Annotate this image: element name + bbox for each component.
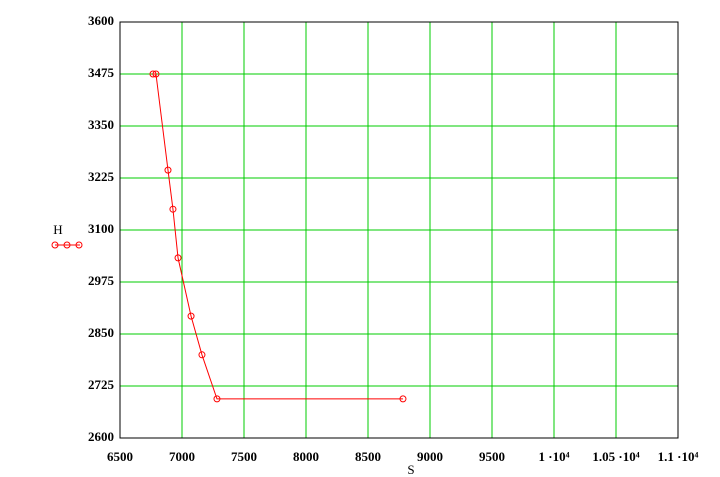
point <box>149 70 157 78</box>
x-tick-label: 8500 <box>355 449 381 464</box>
x-tick-label: 7500 <box>231 449 257 464</box>
y-tick-label: 2725 <box>88 377 115 392</box>
legend-marker <box>75 241 83 249</box>
point <box>198 351 206 359</box>
x-tick-label: 9000 <box>417 449 443 464</box>
point <box>187 312 195 320</box>
x-axis-label: S <box>407 462 414 477</box>
y-tick-label: 3600 <box>88 13 114 28</box>
y-tick-label: 2975 <box>88 273 115 288</box>
point <box>164 166 172 174</box>
y-tick-label: 3100 <box>88 221 114 236</box>
y-tick-label: 3225 <box>88 169 115 184</box>
y-tick-label: 2850 <box>88 325 114 340</box>
x-tick-label: 1.05 ·10⁴ <box>592 449 639 464</box>
x-tick-label: 7000 <box>169 449 195 464</box>
point <box>152 70 160 78</box>
x-tick-label: 6500 <box>107 449 133 464</box>
legend-marker <box>63 241 71 249</box>
plot-frame <box>119 21 679 439</box>
point <box>399 395 407 403</box>
legend-marker <box>51 241 59 249</box>
point <box>213 395 221 403</box>
point <box>174 254 182 262</box>
line <box>152 73 403 400</box>
y-tick-label: 3475 <box>88 65 115 80</box>
y-axis-label: H <box>53 222 62 237</box>
x-tick-label: 1.1 ·10⁴ <box>658 449 699 464</box>
y-tick-label: 3350 <box>88 117 114 132</box>
x-tick-label: 8000 <box>293 449 319 464</box>
x-tick-label: 9500 <box>479 449 505 464</box>
point <box>169 205 177 213</box>
x-tick-label: 1 ·10⁴ <box>539 449 570 464</box>
y-tick-label: 2600 <box>88 429 114 444</box>
